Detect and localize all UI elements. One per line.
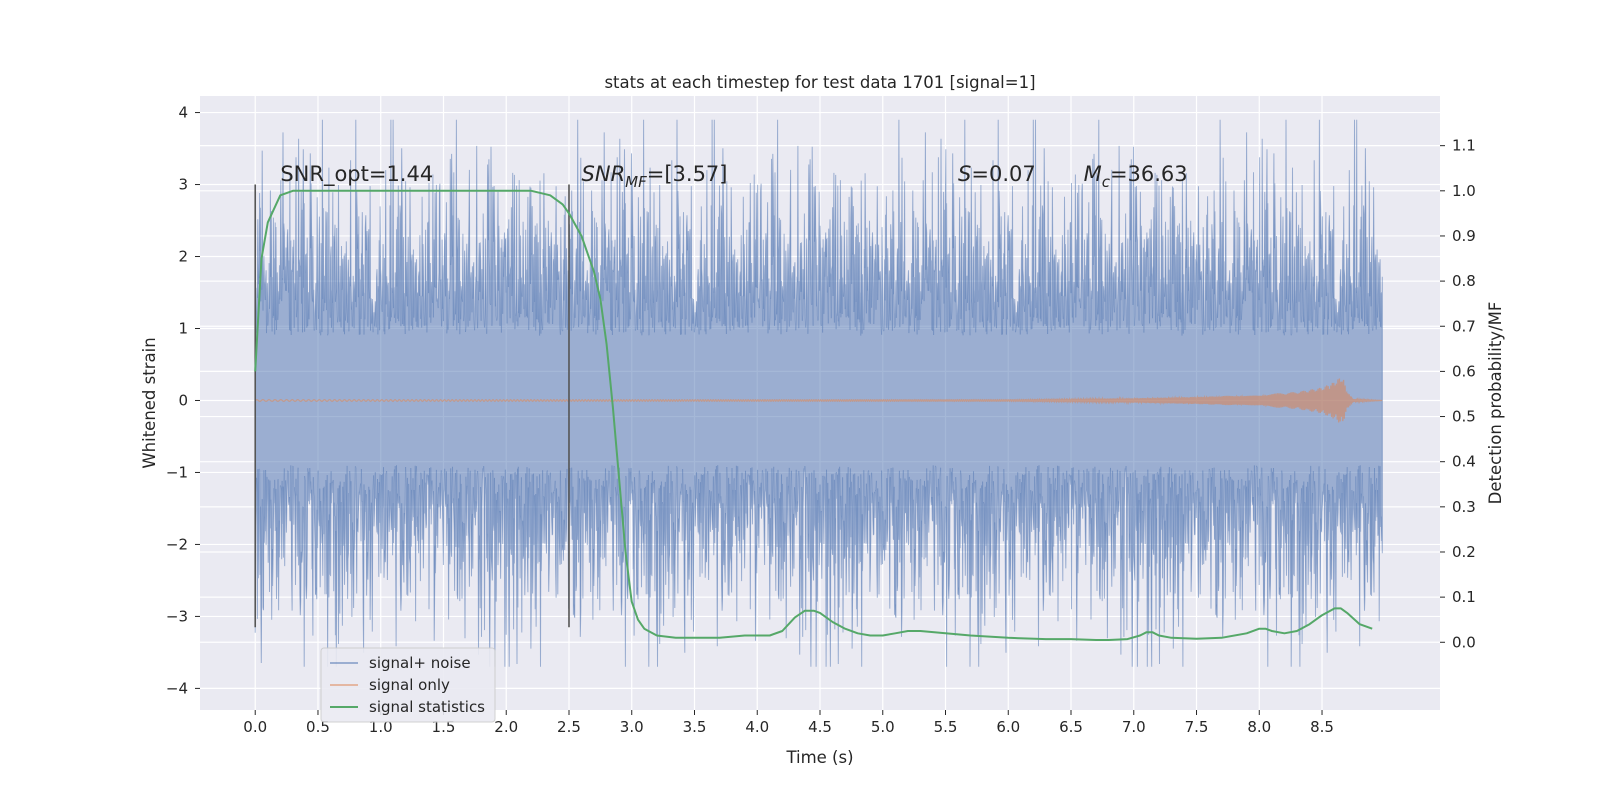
y2-axis-ticks: 0.0 0.1 0.2 0.3 0.4 0.5 0.6 0.7 0.8 0.9 1.0 1.1 — [1440, 137, 1476, 651]
annotation-part: c — [1102, 173, 1111, 191]
series-signal-statistics — [254, 189, 1373, 641]
x-tick-label: 5.5 — [934, 718, 958, 736]
y-tick-label: −2 — [166, 535, 188, 553]
legend-label-signal-statistics: signal statistics — [369, 698, 485, 716]
y-tick-label: 1 — [178, 319, 188, 337]
x-tick-label: 6.0 — [996, 718, 1020, 736]
y2-tick-label: 0.7 — [1452, 317, 1476, 335]
y2-tick-label: 0.1 — [1452, 588, 1476, 606]
stat-annotation: S=0.07 — [958, 162, 1036, 186]
annotations: SNR_opt=1.44 SNRMF=[3.57] S=0.07 Mc=36.63 — [280, 162, 1187, 191]
y-axis-label: Whitened strain — [140, 337, 159, 468]
x-tick-label: 2.0 — [494, 718, 518, 736]
signal-statistics-line — [254, 189, 1373, 641]
x-axis-ticks: 0.0 0.5 1.0 1.5 2.0 2.5 3.0 3.5 4.0 4.5 5.0 5.5 6.0 6… — [243, 710, 1334, 736]
series-signal-plus-noise — [254, 119, 1383, 667]
annotation-part: MF — [625, 173, 647, 191]
annotation-part: SNR_opt=1.44 — [280, 162, 433, 187]
y-tick-label: 3 — [178, 176, 188, 194]
x-tick-label: 2.5 — [557, 718, 581, 736]
annotation-part: =0.07 — [971, 162, 1035, 186]
x-axis-label: Time (s) — [785, 748, 853, 767]
x-tick-label: 3.5 — [683, 718, 707, 736]
legend-box — [320, 647, 496, 723]
y-tick-label: 4 — [178, 104, 188, 122]
y2-tick-label: 0.0 — [1452, 633, 1476, 651]
x-tick-label: 5.0 — [871, 718, 895, 736]
stat-annotation: SNRMF=[3.57] — [582, 162, 728, 191]
y2-axis-label: Detection probability/MF — [1486, 302, 1505, 505]
legend-label-signal-only: signal only — [369, 676, 450, 694]
y2-tick-label: 0.5 — [1452, 408, 1476, 426]
x-tick-label: 4.5 — [808, 718, 832, 736]
y2-tick-label: 0.4 — [1452, 453, 1476, 471]
legend: signal+ noise signal only signal statist… — [320, 647, 496, 723]
x-tick-label: 8.5 — [1310, 718, 1334, 736]
y-axis-ticks: −4 −3 −2 −1 0 1 2 3 4 — [166, 104, 200, 697]
signal-plus-noise-trace — [254, 119, 1383, 667]
y-tick-label: 2 — [178, 248, 188, 266]
annotation-part: SNR — [582, 162, 626, 186]
y2-tick-label: 0.9 — [1452, 227, 1476, 245]
legend-label-signal-plus-noise: signal+ noise — [369, 654, 471, 672]
y2-tick-label: 0.3 — [1452, 498, 1476, 516]
x-tick-label: 0.0 — [243, 718, 267, 736]
signal-only-trace — [254, 378, 1383, 423]
x-tick-label: 0.5 — [306, 718, 330, 736]
y2-tick-label: 0.8 — [1452, 272, 1476, 290]
y2-tick-label: 1.0 — [1452, 182, 1476, 200]
x-tick-label: 4.0 — [745, 718, 769, 736]
series-signal-only — [254, 378, 1383, 423]
y-tick-label: 0 — [178, 391, 188, 409]
x-tick-label: 8.0 — [1247, 718, 1271, 736]
stat-annotation: SNR_opt=1.44 — [280, 162, 433, 187]
x-tick-label: 7.0 — [1122, 718, 1146, 736]
x-tick-label: 6.5 — [1059, 718, 1083, 736]
x-tick-label: 3.0 — [620, 718, 644, 736]
y-tick-label: −1 — [166, 463, 188, 481]
y2-tick-label: 0.2 — [1452, 543, 1476, 561]
stat-annotation: Mc=36.63 — [1084, 162, 1188, 191]
chart-title: stats at each timestep for test data 170… — [604, 73, 1035, 92]
y2-tick-label: 0.6 — [1452, 362, 1476, 380]
annotation-part: =36.63 — [1110, 162, 1188, 186]
y2-tick-label: 1.1 — [1452, 137, 1476, 155]
annotation-part: M — [1084, 162, 1102, 186]
y-tick-label: −3 — [166, 607, 188, 625]
y-tick-label: −4 — [166, 679, 188, 697]
vertical-markers — [254, 184, 570, 628]
annotation-part: S — [958, 162, 971, 186]
annotation-part: =[3.57] — [647, 162, 728, 186]
x-tick-label: 7.5 — [1185, 718, 1209, 736]
